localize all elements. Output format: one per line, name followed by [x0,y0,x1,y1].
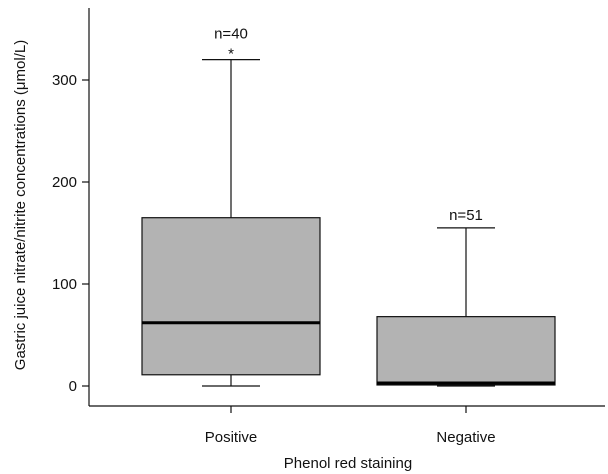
y-tick-label: 0 [69,378,77,395]
box-iqr [142,218,320,375]
x-axis: Positive Negative [89,406,605,446]
y-axis: 0 100 200 300 [52,8,89,406]
box-positive: * n=40 [142,26,320,386]
n-label: n=51 [449,207,483,224]
x-tick-label: Negative [436,429,495,446]
x-tick-label: Positive [205,429,258,446]
boxes: * n=40 n=51 [142,26,555,386]
y-tick-label: 300 [52,72,77,89]
x-axis-title: Phenol red staining [284,455,412,472]
y-axis-title: Gastric juice nitrate/nitrite concentrat… [12,40,29,370]
box-iqr [377,317,555,385]
box-negative: n=51 [377,207,555,386]
n-label: n=40 [214,26,248,43]
significance-marker: * [228,46,234,63]
y-tick-label: 100 [52,276,77,293]
y-tick-label: 200 [52,174,77,191]
